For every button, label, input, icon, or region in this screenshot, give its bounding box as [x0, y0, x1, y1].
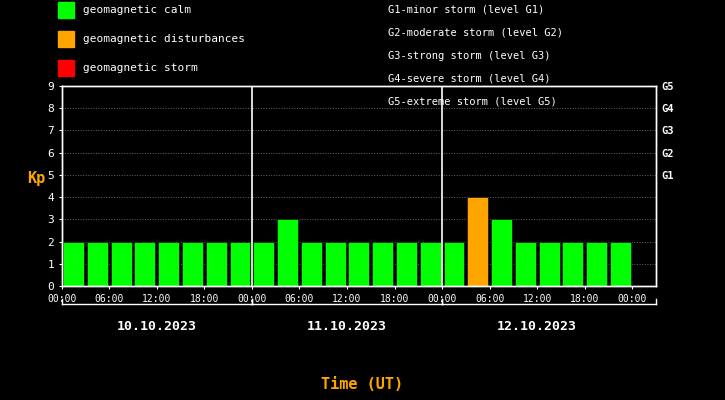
Bar [610, 242, 631, 286]
Text: G2-moderate storm (level G2): G2-moderate storm (level G2) [388, 28, 563, 38]
Bar [563, 242, 584, 286]
Text: G1-minor storm (level G1): G1-minor storm (level G1) [388, 5, 544, 15]
Text: G5-extreme storm (level G5): G5-extreme storm (level G5) [388, 96, 557, 106]
Bar [372, 242, 393, 286]
Y-axis label: Kp: Kp [27, 171, 45, 186]
Bar [206, 242, 227, 286]
Bar [396, 242, 417, 286]
Text: 11.10.2023: 11.10.2023 [307, 320, 387, 332]
Bar [420, 242, 441, 286]
Text: Time (UT): Time (UT) [321, 377, 404, 392]
Bar [587, 242, 607, 286]
Bar [515, 242, 536, 286]
Text: geomagnetic calm: geomagnetic calm [83, 5, 191, 15]
Text: 12.10.2023: 12.10.2023 [497, 320, 577, 332]
Text: G3-strong storm (level G3): G3-strong storm (level G3) [388, 51, 550, 61]
Bar [301, 242, 322, 286]
Bar [325, 242, 346, 286]
Bar [87, 242, 108, 286]
Bar [111, 242, 131, 286]
Bar [444, 242, 465, 286]
Text: geomagnetic disturbances: geomagnetic disturbances [83, 34, 244, 44]
Text: G4-severe storm (level G4): G4-severe storm (level G4) [388, 74, 550, 84]
Bar [539, 242, 560, 286]
Bar [230, 242, 250, 286]
Bar [277, 219, 298, 286]
Bar [468, 197, 488, 286]
Bar [134, 242, 155, 286]
Bar [182, 242, 203, 286]
Bar [63, 242, 84, 286]
Bar [491, 219, 512, 286]
Text: geomagnetic storm: geomagnetic storm [83, 64, 197, 74]
Bar [253, 242, 274, 286]
Bar [158, 242, 179, 286]
Text: 10.10.2023: 10.10.2023 [117, 320, 196, 332]
Bar [349, 242, 369, 286]
